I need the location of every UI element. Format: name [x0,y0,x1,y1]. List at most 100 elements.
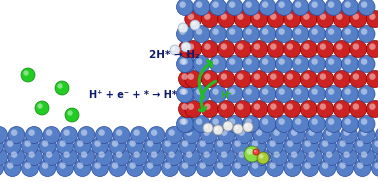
Circle shape [350,41,367,58]
Circle shape [199,162,206,169]
Circle shape [311,28,318,35]
Circle shape [336,159,353,177]
Circle shape [245,88,252,95]
Circle shape [341,25,358,43]
Circle shape [60,126,77,143]
Circle shape [177,86,194,102]
Circle shape [292,56,309,72]
Circle shape [341,0,358,15]
Circle shape [42,140,48,147]
Circle shape [266,159,284,177]
Circle shape [320,13,326,20]
Circle shape [249,159,266,177]
Circle shape [259,56,276,72]
Circle shape [328,118,335,125]
Circle shape [339,162,346,169]
Circle shape [133,129,140,136]
Circle shape [183,126,200,143]
Circle shape [196,118,202,125]
Circle shape [237,73,243,80]
Circle shape [369,43,376,50]
Circle shape [78,126,95,143]
Circle shape [292,25,309,43]
Circle shape [11,129,17,136]
Circle shape [287,73,293,80]
Circle shape [218,41,235,58]
Circle shape [333,100,350,118]
Circle shape [64,151,70,158]
Circle shape [366,100,378,118]
Circle shape [361,88,367,95]
Circle shape [223,121,233,131]
Circle shape [181,43,188,50]
Circle shape [300,41,317,58]
Circle shape [183,44,186,48]
Circle shape [354,159,371,177]
Circle shape [372,137,378,155]
Circle shape [94,162,101,169]
Circle shape [308,25,325,43]
Circle shape [292,0,309,15]
Circle shape [144,137,161,155]
Circle shape [65,108,79,122]
Circle shape [179,159,196,177]
Circle shape [193,25,210,43]
Circle shape [350,100,367,118]
Circle shape [262,1,268,8]
Circle shape [259,154,263,159]
Circle shape [201,100,218,118]
Text: H⁺ + e⁻ + * → H*: H⁺ + e⁻ + * → H* [89,90,177,100]
Circle shape [185,41,202,58]
Circle shape [353,73,359,80]
Circle shape [96,126,113,143]
Circle shape [267,100,284,118]
Circle shape [166,126,183,143]
Circle shape [254,150,256,152]
Circle shape [317,100,334,118]
Circle shape [328,58,335,65]
Circle shape [270,13,277,20]
Circle shape [91,137,108,155]
Circle shape [181,103,188,110]
Circle shape [74,137,91,155]
Circle shape [375,149,378,165]
Circle shape [251,41,268,58]
Circle shape [231,137,248,155]
Circle shape [187,13,194,20]
Circle shape [325,56,342,72]
Circle shape [344,88,351,95]
Circle shape [229,28,235,35]
Circle shape [185,11,202,27]
Circle shape [243,116,260,132]
Circle shape [243,56,260,72]
Circle shape [358,25,375,43]
Circle shape [267,70,284,88]
Circle shape [270,103,277,110]
Circle shape [213,125,223,135]
Circle shape [112,140,118,147]
Circle shape [276,0,293,15]
Circle shape [161,137,178,155]
Circle shape [226,0,243,15]
Circle shape [23,70,29,76]
Circle shape [180,118,186,125]
Circle shape [322,140,328,147]
Circle shape [177,25,194,43]
Circle shape [212,1,219,8]
Circle shape [358,86,375,102]
Circle shape [245,118,252,125]
Circle shape [178,23,188,33]
Circle shape [196,58,202,65]
Circle shape [151,129,157,136]
Circle shape [190,20,200,30]
Circle shape [234,100,251,118]
Circle shape [358,56,375,72]
Circle shape [164,162,171,169]
Circle shape [8,126,25,143]
Circle shape [217,140,223,147]
Circle shape [209,25,226,43]
Circle shape [287,103,293,110]
Circle shape [291,151,297,158]
Circle shape [203,123,213,133]
Circle shape [341,86,358,102]
